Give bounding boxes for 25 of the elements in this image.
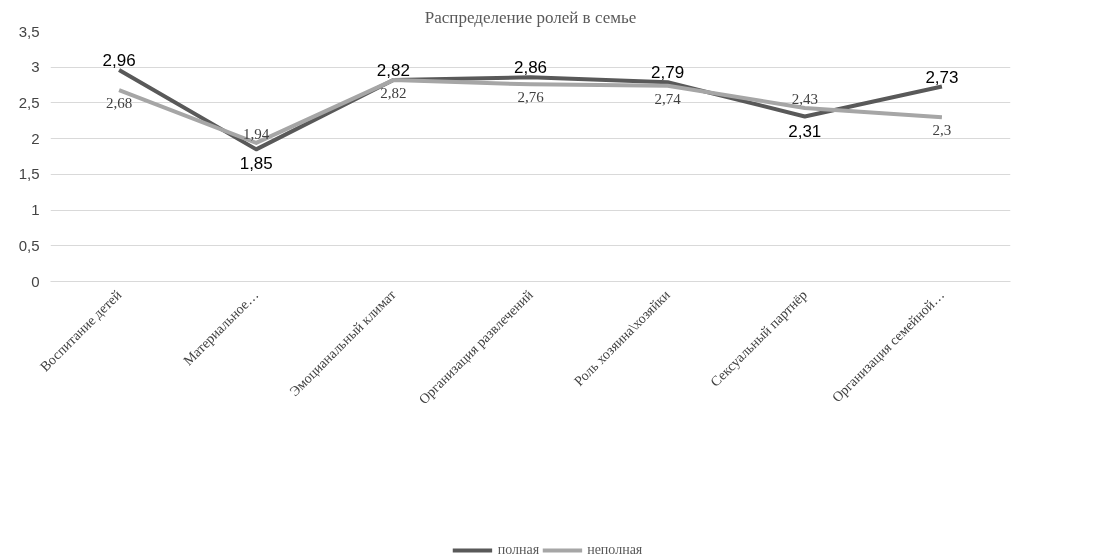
- data-label: 2,82: [380, 85, 407, 102]
- data-label: 2,96: [102, 51, 136, 71]
- y-tick-label: 0: [31, 272, 40, 290]
- y-tick-label: 3: [31, 58, 40, 76]
- y-tick-label: 1,5: [18, 165, 40, 183]
- data-label: 2,79: [651, 63, 685, 83]
- data-label: 2,76: [517, 89, 545, 106]
- data-label: 2,73: [925, 67, 959, 87]
- data-label: 2,3: [932, 122, 952, 139]
- data-label: 2,86: [513, 58, 548, 78]
- y-tick-label: 2,5: [18, 93, 40, 111]
- legend-label: полная: [497, 541, 540, 558]
- y-tick-label: 3,5: [18, 22, 40, 40]
- chart-title: Распределение ролей в семье: [424, 7, 637, 27]
- y-tick-label: 2: [31, 129, 40, 147]
- data-label: 2,82: [376, 61, 410, 81]
- data-label: 2,43: [791, 90, 818, 107]
- y-tick-label: 0,5: [18, 236, 40, 254]
- data-label: 2,74: [654, 90, 682, 107]
- legend-label: неполная: [587, 541, 643, 558]
- data-label: 1,85: [239, 154, 273, 174]
- data-label: 1,94: [243, 125, 270, 142]
- data-label: 2,68: [105, 95, 133, 112]
- data-label: 2,31: [788, 121, 822, 141]
- y-tick-label: 1: [31, 201, 40, 219]
